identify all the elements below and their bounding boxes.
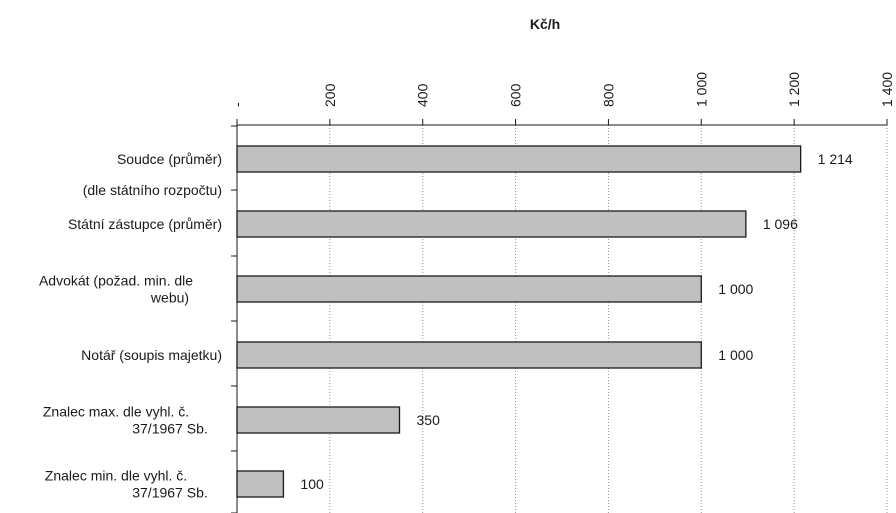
bar <box>236 406 401 434</box>
category-label: Znalec min. dle vyhl. č. <box>45 468 187 484</box>
bars: 1 214 1 096 1 000 1 000 350 100 <box>236 145 853 498</box>
x-tick-label: 1 000 <box>693 72 709 107</box>
category-label: Advokát (požad. min. dle <box>39 273 193 289</box>
x-tick-label: 600 <box>508 83 524 107</box>
x-tick-label: 1 200 <box>786 72 802 107</box>
x-tick-label: 200 <box>322 83 338 107</box>
x-tick-label: - <box>229 102 245 107</box>
category-label: Státní zástupce (průměr) <box>68 216 222 232</box>
x-tick-label: 400 <box>415 83 431 107</box>
bar-value-label: 100 <box>300 476 324 492</box>
bar <box>236 275 702 303</box>
x-axis-title: Kč/h <box>530 16 560 32</box>
bar-value-label: 350 <box>417 412 441 428</box>
category-label: 37/1967 Sb. <box>132 421 208 437</box>
x-axis-ticks: - 200 400 600 800 1 000 1 200 1 400 <box>229 72 895 513</box>
bar <box>236 341 702 369</box>
category-labels: Soudce (průměr) (dle státního rozpočtu) St… <box>39 151 222 501</box>
bar-value-label: 1 214 <box>818 151 853 167</box>
bar <box>236 145 802 173</box>
x-tick-label: 1 400 <box>879 72 895 107</box>
category-label: (dle státního rozpočtu) <box>83 182 222 198</box>
gridlines <box>329 125 888 513</box>
bar-value-label: 1 000 <box>718 347 753 363</box>
bar-value-label: 1 096 <box>763 216 798 232</box>
category-label: webu) <box>150 290 189 306</box>
category-label: Notář (soupis majetku) <box>81 347 222 363</box>
category-label: 37/1967 Sb. <box>132 485 208 501</box>
bar <box>236 210 747 238</box>
x-tick-label: 800 <box>600 83 616 107</box>
category-label: Znalec max. dle vyhl. č. <box>43 404 189 420</box>
category-label: Soudce (průměr) <box>117 151 222 167</box>
bar-value-label: 1 000 <box>718 281 753 297</box>
bar <box>236 470 285 498</box>
